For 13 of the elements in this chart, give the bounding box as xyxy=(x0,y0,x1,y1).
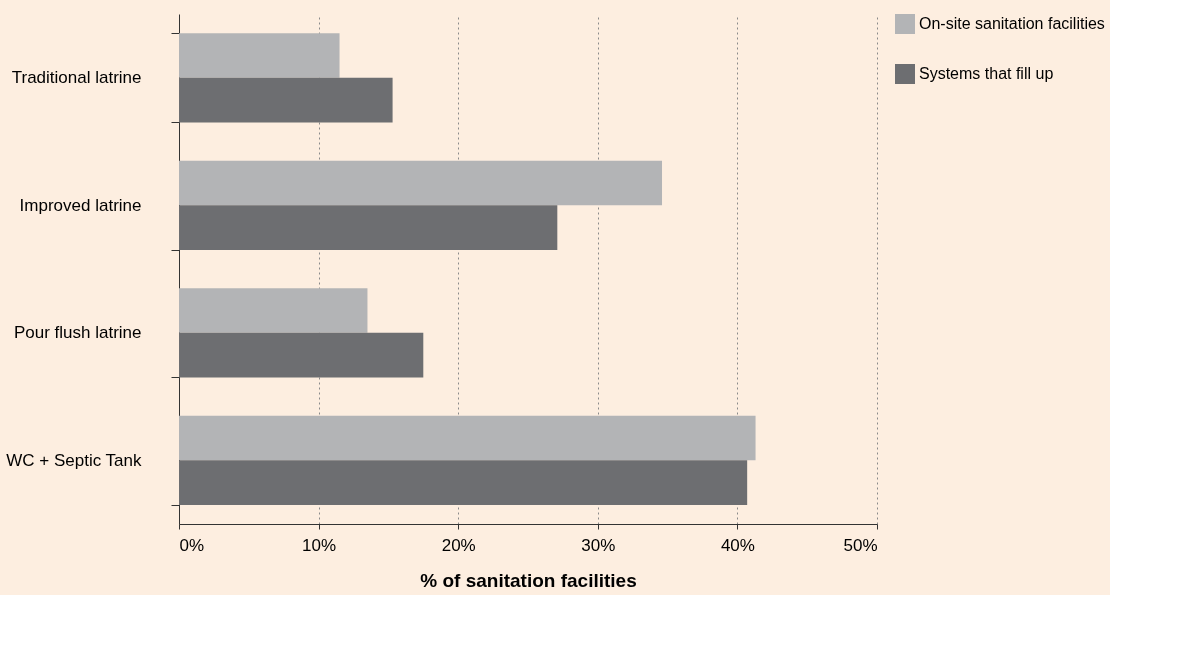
x-tick-label: 50% xyxy=(843,535,878,555)
x-tick-label: 20% xyxy=(441,535,476,555)
y-tick-label: Improved latrine xyxy=(19,195,142,215)
y-tick-label: Pour flush latrine xyxy=(13,323,142,343)
legend-label: Systems that fill up xyxy=(919,65,1054,82)
x-tick-label: 30% xyxy=(581,535,616,555)
y-tick-label: Traditional latrine xyxy=(11,68,142,88)
x-tick-label: 10% xyxy=(302,535,337,555)
y-tick-label: WC + Septic Tank xyxy=(6,450,142,470)
x-axis-title: % of sanitation facilities xyxy=(420,569,637,591)
x-tick-label: 40% xyxy=(720,535,755,555)
x-tick-label: 0% xyxy=(179,535,205,555)
legend-label: On-site sanitation facilities xyxy=(919,15,1105,32)
